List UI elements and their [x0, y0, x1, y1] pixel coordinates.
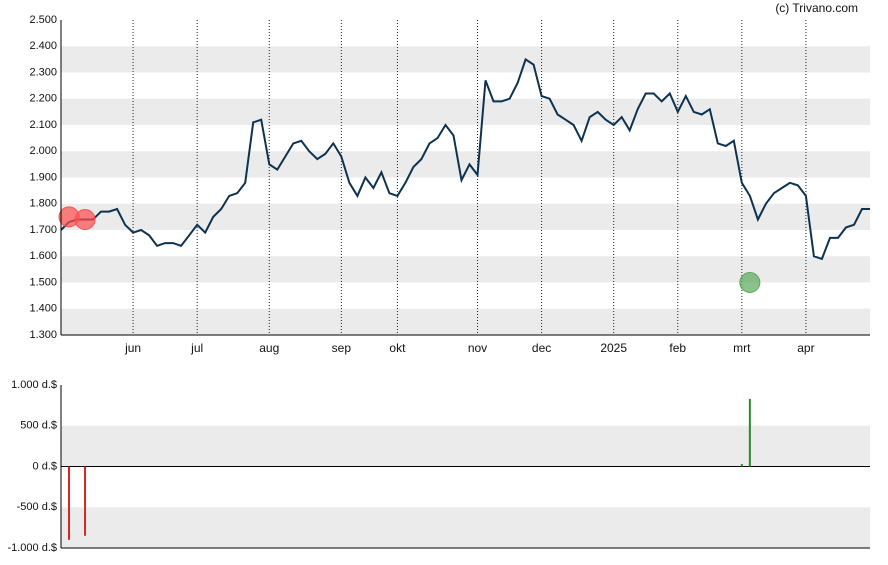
- volume-bar: [740, 464, 743, 467]
- watermark: (c) Trivano.com: [775, 1, 858, 15]
- y-tick-label: 1.600: [29, 250, 57, 262]
- y-tick-label: 1.700: [29, 224, 57, 236]
- volume-bar: [84, 466, 87, 536]
- x-tick-label: aug: [259, 341, 279, 355]
- trade-marker: [74, 209, 96, 230]
- y-tick-label: 2.400: [29, 40, 57, 52]
- x-tick-label: jul: [190, 341, 203, 355]
- trade-marker: [739, 272, 761, 293]
- y-tick-label: 1.500: [29, 276, 57, 288]
- x-tick-label: feb: [669, 341, 686, 355]
- grid-band: [61, 203, 870, 230]
- y-tick-label: 1.800: [29, 198, 57, 210]
- y-tick-label: 1.400: [29, 303, 57, 315]
- y-tick-label: -500 d.$: [17, 501, 57, 513]
- y-tick-label: 2.000: [29, 145, 57, 157]
- y-tick-label: 2.100: [29, 119, 57, 131]
- volume-bar: [68, 466, 71, 540]
- x-tick-label: jun: [124, 341, 141, 355]
- price-line: [60, 57, 870, 261]
- y-tick-label: 0 d.$: [33, 460, 57, 472]
- y-tick-label: 1.300: [29, 329, 57, 341]
- y-tick-label: 1.000 d.$: [11, 379, 57, 391]
- grid-band: [61, 46, 870, 73]
- x-tick-label: mrt: [733, 341, 751, 355]
- grid-band: [61, 98, 870, 125]
- x-tick-label: 2025: [600, 341, 627, 355]
- volume-bar: [748, 398, 751, 467]
- x-tick-label: apr: [797, 341, 814, 355]
- x-tick-label: sep: [332, 341, 352, 355]
- y-tick-label: 2.500: [29, 14, 57, 26]
- y-tick-label: 1.900: [29, 171, 57, 183]
- grid-band: [61, 256, 870, 283]
- grid-band: [61, 425, 870, 467]
- x-tick-label: okt: [389, 341, 406, 355]
- y-tick-label: 2.200: [29, 93, 57, 105]
- y-tick-label: 500 d.$: [20, 420, 57, 432]
- x-tick-label: nov: [468, 341, 487, 355]
- grid-band: [61, 308, 870, 335]
- x-tick-label: dec: [532, 341, 551, 355]
- y-tick-label: 2.300: [29, 66, 57, 78]
- grid-band: [61, 507, 870, 548]
- y-tick-label: -1.000 d.$: [7, 542, 57, 554]
